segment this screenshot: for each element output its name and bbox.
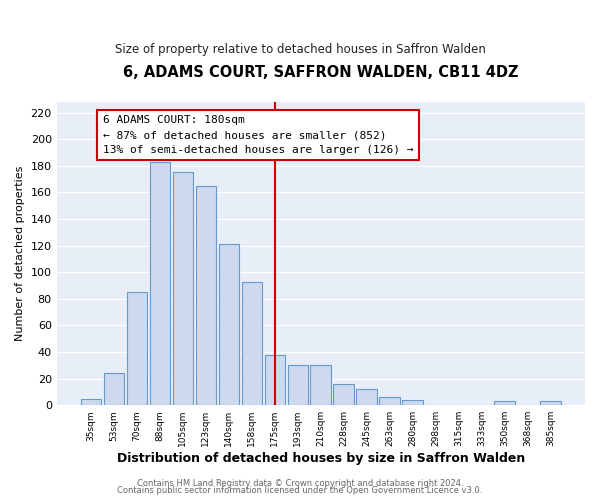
Text: Size of property relative to detached houses in Saffron Walden: Size of property relative to detached ho… [115,42,485,56]
Text: Contains HM Land Registry data © Crown copyright and database right 2024.: Contains HM Land Registry data © Crown c… [137,478,463,488]
Bar [242,282,262,405]
Bar [356,389,377,405]
Bar [80,398,101,405]
Bar [403,400,423,405]
Bar [149,162,170,405]
Bar [287,366,308,405]
Bar [127,292,148,405]
Bar [310,366,331,405]
X-axis label: Distribution of detached houses by size in Saffron Walden: Distribution of detached houses by size … [117,452,525,465]
Bar [104,374,124,405]
Bar [173,172,193,405]
Title: 6, ADAMS COURT, SAFFRON WALDEN, CB11 4DZ: 6, ADAMS COURT, SAFFRON WALDEN, CB11 4DZ [123,65,518,80]
Bar [334,384,354,405]
Bar [265,354,285,405]
Bar [494,401,515,405]
Bar [218,244,239,405]
Bar [379,397,400,405]
Bar [196,186,216,405]
Bar [541,401,561,405]
Y-axis label: Number of detached properties: Number of detached properties [15,166,25,342]
Text: 6 ADAMS COURT: 180sqm
← 87% of detached houses are smaller (852)
13% of semi-det: 6 ADAMS COURT: 180sqm ← 87% of detached … [103,116,413,155]
Text: Contains public sector information licensed under the Open Government Licence v3: Contains public sector information licen… [118,486,482,495]
